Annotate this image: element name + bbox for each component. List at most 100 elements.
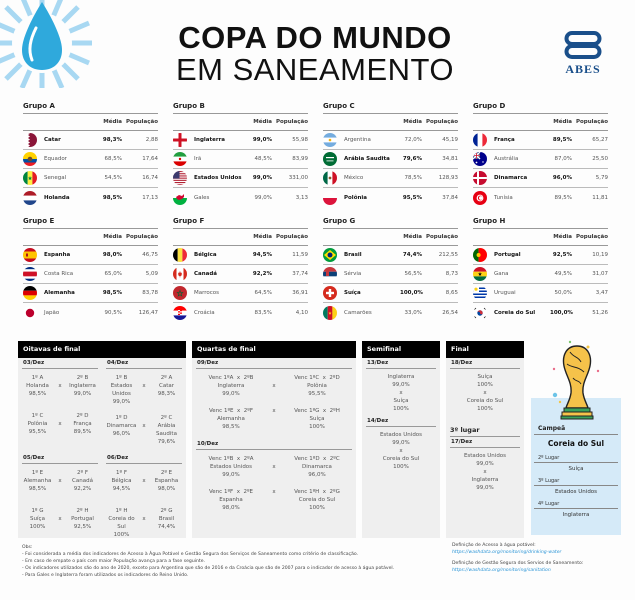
population-value: 51,26: [592, 309, 608, 316]
team-a: Venc 1ºA x 2ºB Inglaterra 99,0%: [208, 375, 254, 397]
country-name: México: [344, 175, 364, 181]
country-name: Austrália: [494, 156, 519, 162]
group-table: Grupo C Média População Argentina 72,0% …: [323, 102, 458, 207]
media-value: 100,0%: [550, 309, 573, 316]
definition-label: Definição de Acesso à água potável:: [452, 543, 536, 548]
group-row: México 78,5% 128,93: [323, 169, 458, 188]
country-name: Suíça: [344, 290, 361, 296]
team-b: 2º B Inglaterra 99,0%: [69, 375, 96, 397]
group-row: Suíça 100,0% 8,65: [323, 284, 458, 303]
media-value: 65,0%: [104, 271, 122, 277]
group-table: Grupo F Média População Bélgica 94,5% 11…: [173, 217, 308, 322]
team-a: Venc 1ºE x 2ºF Alemanha 98,5%: [208, 408, 254, 430]
media-value: 89,5%: [552, 137, 572, 143]
population-header: População: [575, 234, 608, 240]
country-name: Uruguai: [494, 290, 516, 296]
match: Suíça 100% x Coreia do Sul 100%: [446, 369, 524, 416]
population-header: População: [275, 234, 308, 240]
water-drop-logo-icon: [0, 0, 92, 88]
champion-value: Coreia do Sul: [547, 439, 605, 448]
group-row: França 89,5% 65,27: [473, 131, 608, 150]
country-name: Equador: [44, 156, 67, 162]
second-place-label: 2º Lugar: [534, 454, 618, 463]
portugal-flag-icon: [473, 248, 487, 262]
match-day: 05/Dez 1º E Alemanha 98,5% x 2º F Canadá…: [18, 453, 102, 540]
population-value: 83,99: [292, 156, 308, 162]
population-value: 212,55: [438, 252, 458, 258]
logo-text: ABES: [565, 62, 601, 76]
country-name: Catar: [44, 137, 61, 143]
group-row: Gales 99,0% 3,13: [173, 188, 308, 207]
team-a: Estados Unidos: [379, 432, 423, 438]
match: 1º G Suíça 100% x 2º H Portugal 92,5%: [18, 502, 102, 540]
croatia-flag-icon: [173, 305, 187, 320]
champion-label: Campeã: [534, 423, 618, 435]
group-header-row: Média População: [23, 114, 158, 131]
team-b: 2º H Portugal 92,5%: [71, 508, 94, 530]
population-value: 45,19: [442, 137, 458, 143]
group-row: Marrocos 64,5% 36,91: [173, 284, 308, 303]
third-place-title: 3º lugar: [450, 426, 520, 437]
country-name: Polônia: [344, 194, 367, 201]
team-b: Venc 1ºC x 2ºD Polônia 95,5%: [294, 375, 340, 397]
match-date: 03/Dez: [22, 358, 98, 369]
group-row: Japão 90,5% 126,47: [23, 303, 158, 322]
team-a: 1º G Suíça 100%: [29, 508, 46, 530]
group-row: Portugal 92,5% 10,19: [473, 246, 608, 265]
media-value: 49,5%: [554, 271, 572, 277]
population-value: 65,27: [592, 137, 608, 143]
canada-flag-icon: [173, 267, 187, 281]
saudi-flag-icon: [323, 152, 337, 166]
versus: x: [483, 390, 487, 396]
usa-flag-icon: [173, 171, 187, 185]
country-name: Estados Unidos: [194, 175, 242, 181]
group-table: Grupo B Média População Inglaterra 99,0%…: [173, 102, 308, 207]
population-value: 11,59: [292, 252, 308, 258]
title-line-1: COPA DO MUNDO: [178, 20, 452, 55]
match: 1º A Holanda 98,5% x 2º B Inglaterra 99,…: [18, 369, 102, 407]
population-value: 2,88: [145, 137, 158, 143]
definition-label: Definição de Gestão Segura dos Servios d…: [452, 561, 584, 566]
team-b: 2º A Catar 98,3%: [157, 375, 176, 397]
germany-flag-icon: [23, 286, 37, 300]
header: COPA DO MUNDO EM SANEAMENTO ABES: [0, 0, 635, 92]
media-value: 89,5%: [554, 194, 572, 201]
population-value: 3,47: [595, 290, 608, 296]
country-name: Senegal: [44, 175, 67, 181]
semifinal-title: Semifinal: [362, 341, 440, 358]
population-value: 331,00: [288, 175, 308, 181]
versus: x: [142, 423, 146, 429]
group-row: Irã 48,5% 83,99: [173, 150, 308, 169]
population-value: 3,13: [295, 194, 308, 201]
serbia-flag-icon: [323, 267, 337, 281]
group-row: Canadá 92,2% 37,74: [173, 265, 308, 284]
match: 1º C Polônia 95,5% x 2º D França 89,5%: [18, 407, 102, 445]
round-of-16-panel: Oitavas de final 03/Dez 1º A Holanda 98,…: [18, 341, 186, 538]
media-value: 78,5%: [404, 175, 422, 181]
versus: x: [483, 469, 487, 475]
fourth-place-value: Inglaterra: [562, 512, 590, 518]
versus: x: [272, 464, 276, 470]
france-flag-icon: [473, 133, 487, 147]
country-name: Espanha: [44, 252, 71, 258]
media-value: 56,5%: [404, 271, 422, 277]
semifinal-panel: Semifinal 13/Dez Inglaterra 99,0% x Suíç…: [362, 341, 440, 538]
population-value: 5,09: [145, 271, 158, 277]
group-row: Inglaterra 99,0% 55,98: [173, 131, 308, 150]
group-header-row: Média População: [173, 229, 308, 246]
group-title: Grupo G: [323, 217, 458, 229]
third-place-label: 3º Lugar: [534, 477, 618, 486]
definition-link[interactable]: https://washdata.org/monitoring/sanitati…: [452, 567, 551, 573]
match-date: 18/Dez: [450, 358, 520, 369]
definitions: Definição de Acesso à água potável: http…: [452, 543, 632, 574]
mexico-flag-icon: [323, 171, 337, 185]
versus: x: [58, 478, 62, 484]
group-header-row: Média População: [173, 114, 308, 131]
quarterfinal-title: Quartas de final: [192, 341, 356, 358]
media-value: 72,0%: [404, 137, 422, 143]
team-a: Venc 1ºF x 2ºE Espanha 98,0%: [208, 489, 254, 511]
population-value: 37,74: [292, 271, 308, 277]
population-value: 55,98: [292, 137, 308, 143]
definition-link[interactable]: https://washdata.org/monitoring/drinking…: [452, 549, 562, 555]
denmark-flag-icon: [473, 171, 487, 185]
